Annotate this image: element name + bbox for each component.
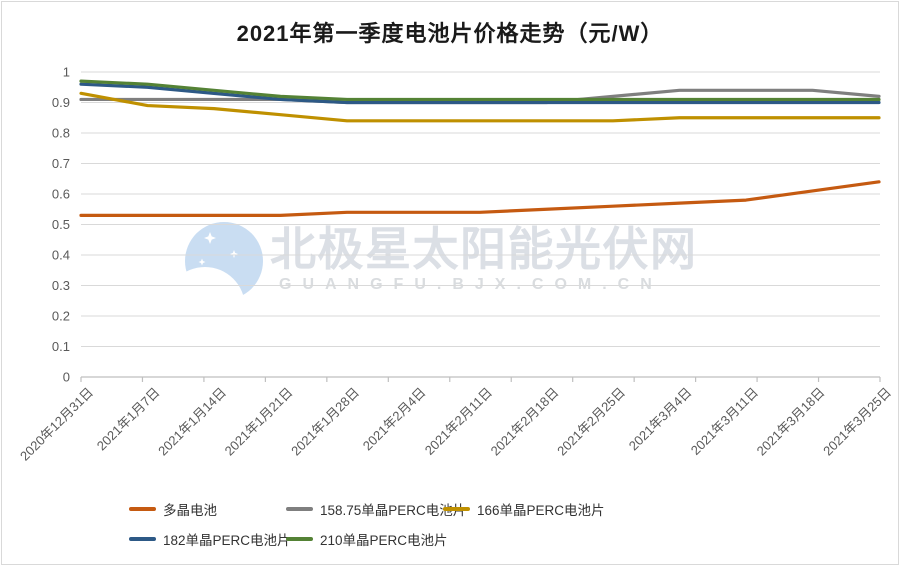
legend-label: 多晶电池 (163, 503, 217, 518)
y-tick-label: 0.5 (52, 217, 70, 232)
x-tick-label: 2021年1月21日 (222, 385, 296, 459)
y-tick-label: 0.9 (52, 95, 70, 110)
y-tick-label: 0.8 (52, 126, 70, 141)
series-line-4 (79, 79, 881, 102)
legend-swatch-icon (129, 507, 156, 511)
legend: 多晶电池 158.75单晶PERC电池片 166单晶PERC电池片 182单晶PERC… (129, 494, 605, 554)
y-tick-label: 0.7 (52, 156, 70, 171)
x-tick-label: 2021年2月25日 (554, 385, 628, 459)
y-tick-label: 0.6 (52, 187, 70, 202)
series-line-2 (79, 91, 881, 123)
legend-swatch-icon (286, 507, 313, 511)
watermark-text: 北极星太阳能光伏网 (270, 223, 698, 275)
legend-label: 166单晶PERC电池片 (477, 503, 605, 518)
legend-item: 158.75单晶PERC电池片 (286, 499, 466, 519)
legend-label: 182单晶PERC电池片 (163, 533, 291, 548)
x-tick-label: 2021年2月18日 (488, 385, 562, 459)
watermark-url: GUANGFU.BJX.COM.CN (279, 276, 663, 293)
legend-row: 多晶电池 158.75单晶PERC电池片 166单晶PERC电池片 (129, 494, 605, 524)
series-line-3 (79, 82, 881, 105)
legend-item: 182单晶PERC电池片 (129, 529, 291, 549)
y-tick-label: 1 (63, 65, 70, 80)
legend-label: 210单晶PERC电池片 (320, 533, 448, 548)
watermark-logo-crescent (165, 267, 245, 347)
x-tick-label: 2021年2月11日 (422, 385, 495, 458)
legend-row: 182单晶PERC电池片 210单晶PERC电池片 (129, 524, 605, 554)
y-tick-label: 0.3 (52, 278, 70, 293)
y-tick-label: 0 (63, 370, 70, 385)
legend-swatch-icon (286, 537, 313, 541)
legend-item: 多晶电池 (129, 499, 286, 519)
watermark-star-icon (198, 258, 206, 266)
chart-title: 2021年第一季度电池片价格走势（元/W） (236, 21, 664, 46)
legend-item: 166单晶PERC电池片 (443, 499, 605, 519)
legend-item: 210单晶PERC电池片 (286, 529, 448, 549)
y-tick-label: 0.1 (52, 339, 70, 354)
x-tick-label: 2021年3月25日 (820, 385, 894, 459)
series-line-0 (79, 180, 881, 217)
y-tick-label: 0.2 (52, 309, 70, 324)
x-tick-label: 2021年3月18日 (754, 385, 828, 459)
legend-label: 158.75单晶PERC电池片 (320, 503, 467, 518)
legend-swatch-icon (443, 507, 470, 511)
x-tick-label: 2021年3月4日 (626, 385, 695, 454)
x-tick-label: 2021年2月4日 (360, 385, 429, 454)
x-tick-label: 2021年3月11日 (688, 385, 761, 458)
x-tick-label: 2020年12月31日 (17, 385, 96, 464)
watermark-star-icon (230, 250, 238, 258)
watermark-star-icon (204, 232, 216, 244)
x-tick-label: 2021年1月14日 (155, 385, 229, 459)
x-tick-label: 2021年1月7日 (94, 385, 163, 454)
y-tick-label: 0.4 (52, 248, 70, 263)
legend-swatch-icon (129, 537, 156, 541)
x-tick-label: 2021年1月28日 (288, 385, 362, 459)
